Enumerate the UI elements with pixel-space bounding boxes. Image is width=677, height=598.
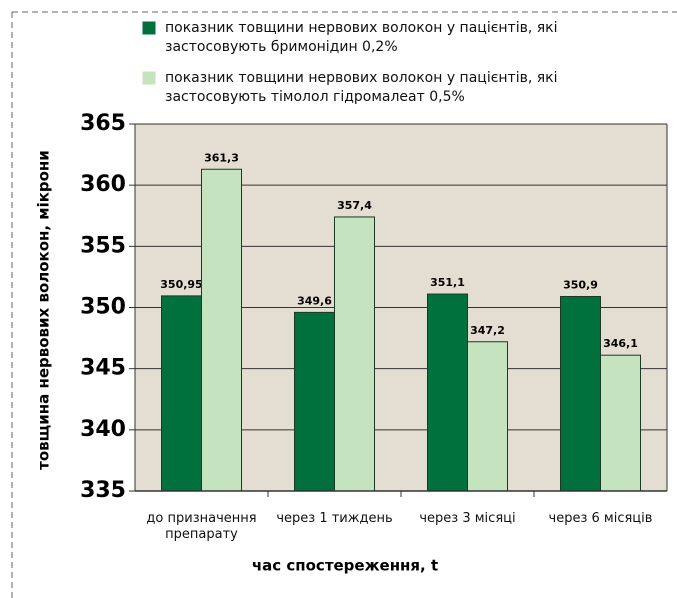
y-axis-label: товщина нервових волокон, мікрони — [35, 150, 53, 470]
legend-label: показник товщини нервових волокон у паці… — [165, 70, 558, 105]
legend-swatch — [142, 21, 156, 35]
bar — [294, 311, 335, 492]
legend-swatch — [142, 71, 156, 85]
bar — [467, 341, 508, 492]
x-tick-label: через 3 місяці — [419, 511, 516, 526]
y-tick-label: 335 — [80, 478, 126, 503]
bar — [427, 293, 468, 492]
data-label: 361,3 — [204, 151, 239, 164]
x-tick-label: через 1 тиждень — [276, 511, 393, 526]
y-tick-label: 365 — [80, 111, 126, 136]
bar — [161, 295, 202, 492]
y-tick-label: 340 — [80, 417, 126, 442]
x-tick-label: через 6 місяців — [548, 511, 653, 526]
y-tick-label: 360 — [80, 172, 126, 197]
bar — [334, 216, 375, 492]
y-tick-label: 350 — [80, 295, 126, 320]
data-label: 347,2 — [470, 324, 505, 337]
data-label: 350,95 — [160, 278, 202, 291]
bar — [560, 295, 601, 492]
bar — [600, 354, 641, 492]
data-label: 351,1 — [430, 276, 465, 289]
data-label: 346,1 — [603, 337, 638, 350]
y-tick-label: 345 — [80, 356, 126, 381]
x-tick-label: до призначення препарату — [146, 511, 257, 542]
data-label: 349,6 — [297, 294, 332, 307]
data-label: 350,9 — [563, 278, 598, 291]
data-label: 357,4 — [337, 199, 372, 212]
y-tick-label: 355 — [80, 233, 126, 258]
bar — [201, 168, 242, 492]
x-axis-label: час спостереження, t — [252, 557, 438, 575]
legend-label: показник товщини нервових волокон у паці… — [165, 20, 558, 55]
